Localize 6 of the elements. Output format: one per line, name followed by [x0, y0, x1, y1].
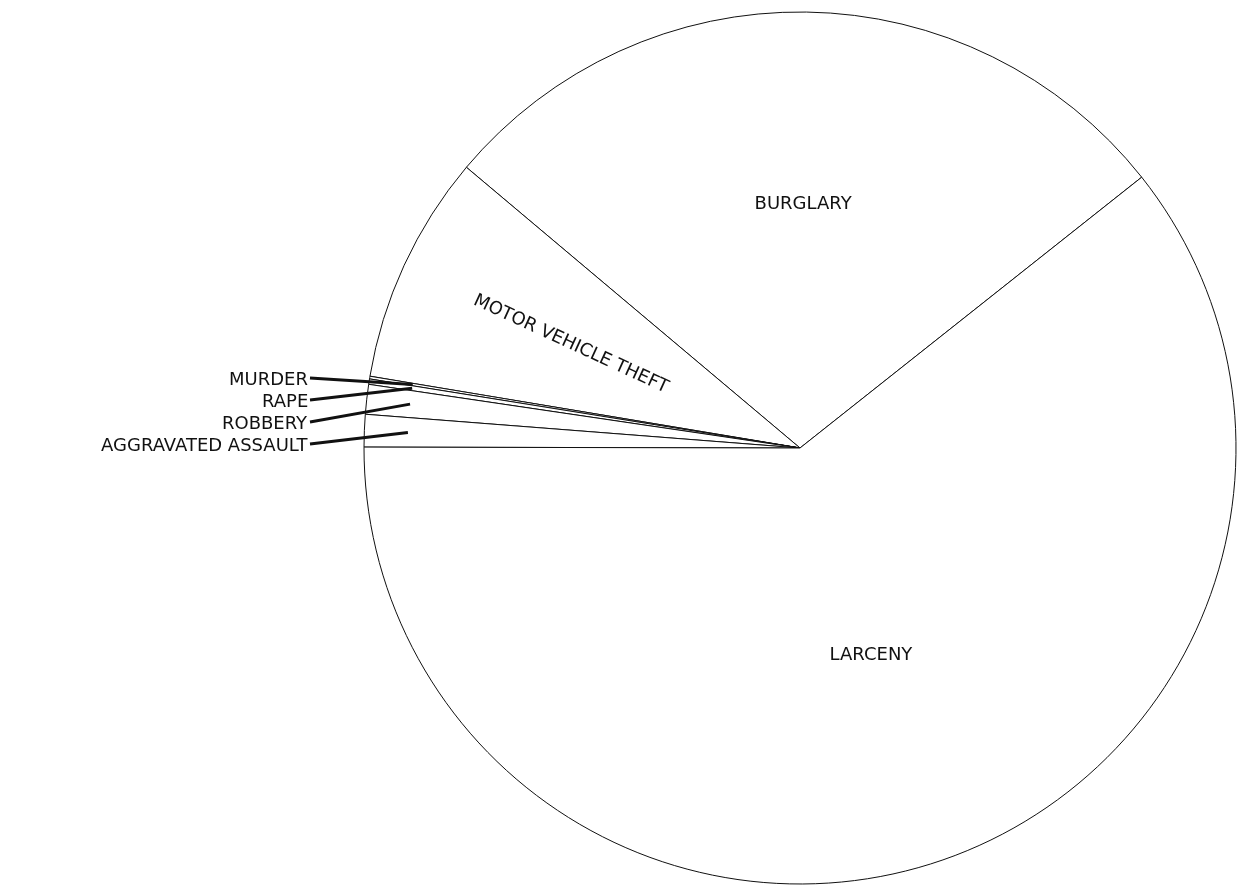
- slice-label: ROBBERY: [222, 412, 309, 433]
- slice-label: AGGRAVATED ASSAULT: [101, 434, 309, 455]
- slice-label: RAPE: [262, 390, 309, 411]
- slice-label: BURGLARY: [754, 191, 853, 213]
- slice-label: MURDER: [229, 368, 308, 389]
- slice-label: LARCENY: [829, 643, 914, 665]
